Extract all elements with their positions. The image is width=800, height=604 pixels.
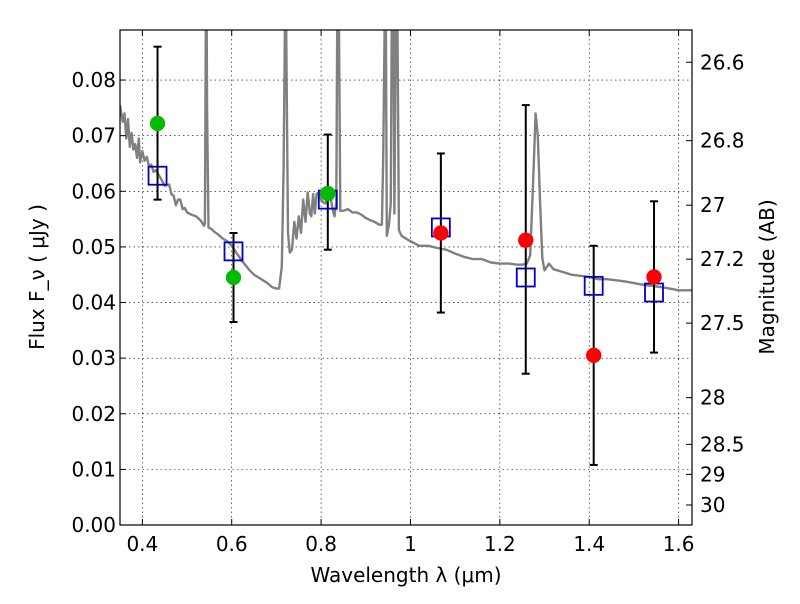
data-point (149, 115, 166, 132)
right-tick-label: 28 (700, 386, 725, 410)
y-tick-label: 0.05 (71, 235, 116, 259)
right-tick-label: 30 (700, 493, 725, 517)
x-tick-label: 1.2 (484, 532, 516, 556)
right-tick-label: 26.8 (700, 129, 745, 153)
y-axis-title: Flux F_ν ( μJy ) (25, 204, 49, 350)
y-tick-label: 0.00 (71, 513, 116, 537)
data-point (646, 269, 662, 285)
right-tick-label: 27.5 (700, 311, 745, 335)
y-tick-label: 0.07 (71, 124, 116, 148)
x-tick-label: 1 (404, 532, 417, 556)
y-tick-label: 0.04 (71, 291, 116, 315)
spectrum-line (120, 30, 692, 292)
x-tick-label: 0.8 (305, 532, 337, 556)
y-tick-label: 0.02 (71, 402, 116, 426)
x-tick-label: 0.6 (216, 532, 248, 556)
x-axis-title: Wavelength λ (μm) (310, 563, 501, 587)
right-tick-label: 28.5 (700, 432, 745, 456)
right-tick-label: 29 (700, 462, 725, 486)
y-tick-label: 0.06 (71, 179, 116, 203)
data-point (518, 232, 534, 248)
model-square-marker (515, 267, 536, 288)
y-tick-label: 0.08 (71, 68, 116, 92)
axes: 0.4 0.6 0.8 1 1.2 1.4 1.6 0.00 0.01 0.02 0.03 0.04 0… (71, 30, 745, 556)
model-square-marker (147, 165, 168, 186)
model-square-marker (583, 275, 604, 296)
data-point (320, 185, 336, 202)
y-tick-label: 0.01 (71, 457, 116, 481)
x-tick-label: 1.6 (663, 532, 695, 556)
data-point (585, 347, 602, 364)
grid (120, 30, 692, 526)
x-tick-label: 0.4 (126, 532, 158, 556)
right-tick-label: 27.2 (700, 247, 745, 271)
plot-area (120, 30, 692, 466)
data-point (225, 269, 242, 286)
y-tick-label: 0.03 (71, 346, 116, 370)
x-tick-label: 1.4 (573, 532, 605, 556)
right-tick-label: 26.6 (700, 50, 745, 74)
model-square-marker (223, 241, 244, 262)
data-point (433, 225, 449, 241)
plot-frame (119, 29, 693, 526)
right-tick-label: 27 (700, 193, 725, 217)
y-axis-right-title: Magnitude (AB) (755, 199, 779, 354)
